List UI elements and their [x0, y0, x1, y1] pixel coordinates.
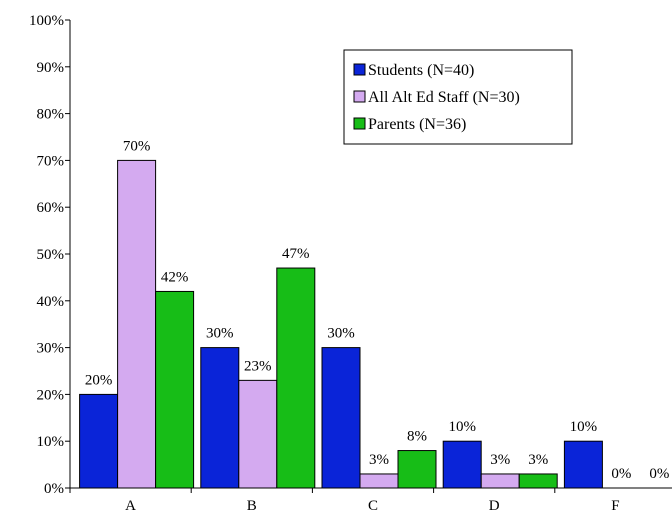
legend-label: Students (N=40): [368, 62, 474, 79]
x-tick-label: C: [368, 498, 378, 514]
x-tick-label: B: [247, 498, 257, 514]
x-tick-label: D: [489, 498, 500, 514]
legend-label: Parents (N=36): [368, 116, 466, 133]
legend-box: [343, 49, 573, 145]
bar: [238, 379, 278, 489]
bar: [200, 347, 240, 489]
data-label: 42%: [161, 269, 189, 285]
bar: [117, 159, 157, 489]
legend-label: All Alt Ed Staff (N=30): [368, 89, 520, 106]
data-label: 20%: [85, 372, 113, 388]
data-label: 0%: [649, 466, 669, 482]
y-tick-label: 10%: [37, 434, 65, 450]
data-label: 47%: [282, 246, 310, 262]
bar: [276, 267, 316, 489]
y-tick-label: 40%: [37, 294, 65, 310]
bar: [79, 393, 119, 489]
bar: [518, 473, 558, 489]
y-tick-label: 0%: [44, 481, 64, 497]
y-tick-label: 70%: [37, 153, 65, 169]
data-label: 8%: [407, 429, 427, 445]
data-label: 10%: [448, 419, 476, 435]
data-label: 0%: [611, 466, 631, 482]
data-label: 70%: [123, 138, 151, 154]
bar: [155, 290, 195, 489]
data-label: 30%: [327, 326, 355, 342]
y-tick-label: 60%: [37, 200, 65, 216]
chart-legend: Students (N=40) All Alt Ed Staff (N=30) Pa…: [343, 49, 573, 145]
chart-axes: 0% 10% 20% 30% 40% 50% 60% 70% 80% 90% 100% A B C D F: [29, 13, 672, 514]
x-tick-label: F: [611, 498, 619, 514]
legend-swatch: [353, 63, 366, 76]
legend-swatch: [353, 90, 366, 103]
bar: [480, 473, 520, 489]
data-label: 23%: [244, 358, 272, 374]
data-label: 30%: [206, 326, 234, 342]
chart-data-labels: 20% 70% 42% 30% 23% 47% 30% 3% 8% 10% 3% 3% 10% 0% 0%: [85, 138, 670, 482]
bar: [442, 440, 482, 489]
y-tick-label: 100%: [29, 13, 64, 29]
data-label: 3%: [528, 452, 548, 468]
y-tick-label: 30%: [37, 341, 65, 357]
y-tick-label: 50%: [37, 247, 65, 263]
data-label: 3%: [369, 452, 389, 468]
y-tick-label: 80%: [37, 107, 65, 123]
bar: [321, 347, 361, 489]
data-label: 3%: [490, 452, 510, 468]
y-tick-label: 20%: [37, 387, 65, 403]
legend-swatch: [353, 117, 366, 130]
bar: [397, 450, 437, 489]
y-tick-label: 90%: [37, 60, 65, 76]
bar: [563, 440, 603, 489]
chart-bars: [79, 159, 603, 489]
data-label: 10%: [570, 419, 598, 435]
bar: [359, 473, 399, 489]
x-tick-label: A: [125, 498, 136, 514]
